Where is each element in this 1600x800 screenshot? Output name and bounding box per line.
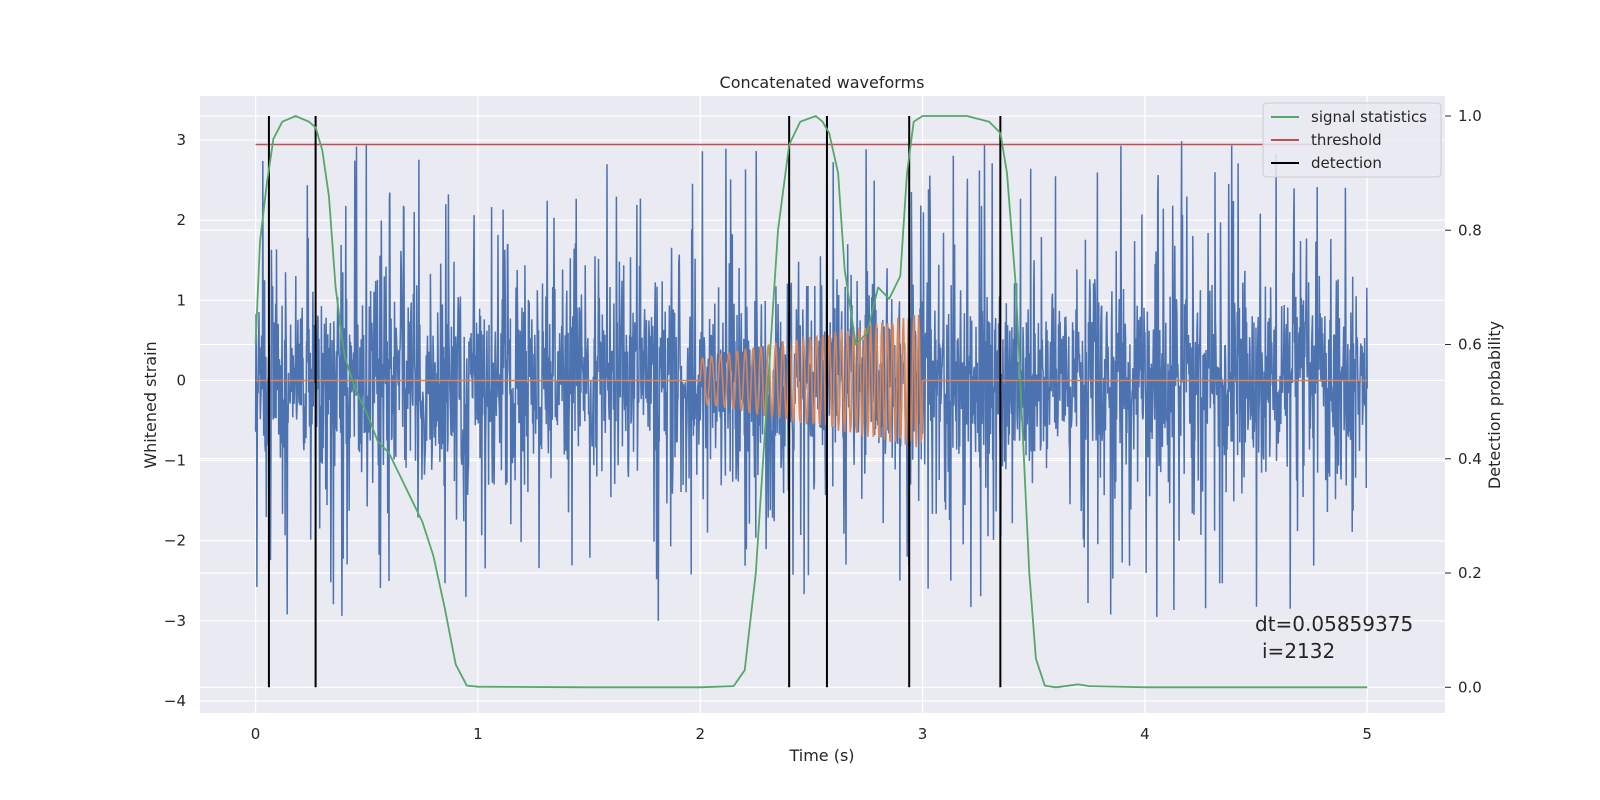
x-tick-label: 3 xyxy=(918,725,928,743)
legend-label: detection xyxy=(1311,154,1382,172)
y-tick-label: 1 xyxy=(176,291,186,309)
y2-tick-label: 0.0 xyxy=(1458,678,1482,696)
x-tick-label: 0 xyxy=(251,725,261,743)
legend-label: threshold xyxy=(1311,131,1382,149)
annotation-i: i=2132 xyxy=(1262,639,1335,663)
signal-statistics-line xyxy=(254,115,1368,689)
x-tick-label: 2 xyxy=(695,725,705,743)
x-tick-label: 4 xyxy=(1140,725,1150,743)
x-axis-title: Time (s) xyxy=(788,746,854,765)
legend: signal statistics threshold detection xyxy=(1262,102,1442,178)
legend-label: signal statistics xyxy=(1311,108,1427,126)
y-tick-label: −2 xyxy=(164,532,186,550)
ticks: 0 1 2 3 4 5 −4 −3 −2 −1 0 1 2 3 0.0 0.2 0.4 0.6 0.8 1.0 xyxy=(164,107,1482,743)
strain-line xyxy=(254,140,1368,621)
x-tick-label: 5 xyxy=(1362,725,1372,743)
y2-tick-label: 0.4 xyxy=(1458,450,1482,468)
y2-axis-title: Detection probability xyxy=(1485,321,1504,489)
y-tick-label: 2 xyxy=(176,211,186,229)
y-axis-title: Whitened strain xyxy=(141,341,160,468)
y-tick-label: −3 xyxy=(164,612,186,630)
legend-box xyxy=(1262,102,1442,178)
plot-series xyxy=(254,115,1368,689)
y-tick-label: 0 xyxy=(176,371,186,389)
y-tick-label: 3 xyxy=(176,131,186,149)
annotation-dt: dt=0.05859375 xyxy=(1255,612,1413,636)
y2-tick-label: 1.0 xyxy=(1458,107,1482,125)
x-tick-label: 1 xyxy=(473,725,483,743)
y-tick-label: −4 xyxy=(164,692,186,710)
y2-tick-label: 0.2 xyxy=(1458,564,1482,582)
y-tick-label: −1 xyxy=(164,452,186,470)
y2-tick-label: 0.8 xyxy=(1458,221,1482,239)
y2-tick-label: 0.6 xyxy=(1458,336,1482,354)
chirp-line xyxy=(255,314,1368,448)
chart-title: Concatenated waveforms xyxy=(720,73,925,92)
